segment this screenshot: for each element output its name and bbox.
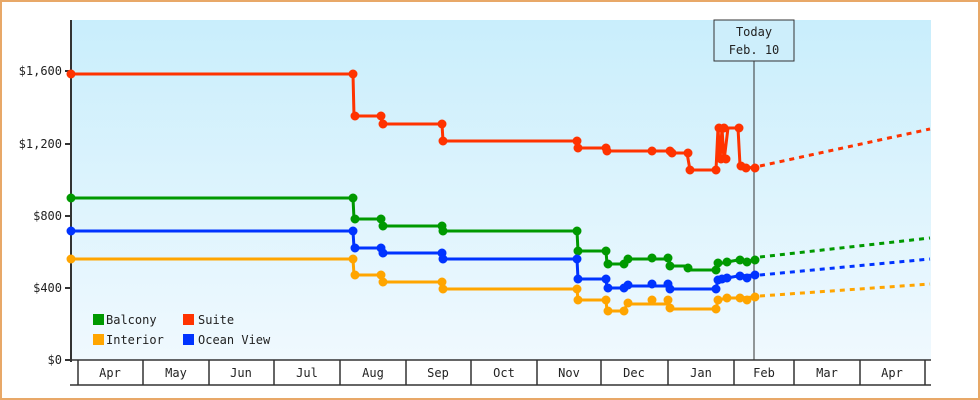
interior-swatch xyxy=(93,334,104,345)
series-ocean-view xyxy=(66,226,760,294)
month-label: Nov xyxy=(558,366,580,380)
today-marker: Today Feb. 10 xyxy=(713,19,795,360)
y-tick-label: $0 xyxy=(48,353,62,367)
interior-forecast-line xyxy=(759,282,931,298)
suite-swatch xyxy=(183,314,194,325)
legend-label: Interior xyxy=(106,333,164,347)
oceanview-forecast-line xyxy=(759,257,931,277)
legend-item-balcony[interactable]: Balcony xyxy=(93,313,157,327)
balcony-forecast-line xyxy=(759,236,931,259)
month-label: Jun xyxy=(230,366,252,380)
month-label: Dec xyxy=(623,366,645,380)
series-suite xyxy=(66,69,760,175)
oceanview-data-points xyxy=(66,226,760,294)
month-label: Jan xyxy=(690,366,712,380)
legend-item-interior[interactable]: Interior xyxy=(93,333,164,347)
forecast-lines xyxy=(759,127,931,298)
balcony-data-points xyxy=(66,193,760,275)
month-label: Apr xyxy=(99,366,121,380)
month-label: Jul xyxy=(296,366,318,380)
month-label: Feb xyxy=(753,366,775,380)
legend-label: Suite xyxy=(198,313,234,327)
month-label: May xyxy=(165,366,187,380)
month-label: Sep xyxy=(427,366,449,380)
legend-label: Balcony xyxy=(106,313,157,327)
y-tick-label: $800 xyxy=(33,209,62,223)
y-tick-label: $400 xyxy=(33,281,62,295)
legend-item-suite[interactable]: Suite xyxy=(183,313,234,327)
suite-forecast-line xyxy=(759,127,931,168)
y-tick-label: $1,600 xyxy=(19,64,62,78)
legend: Balcony Suite Interior Ocean View xyxy=(93,313,271,347)
y-axis: $0 $400 $800 $1,200 $1,600 xyxy=(19,20,72,367)
x-axis xyxy=(70,359,931,386)
today-label: Today xyxy=(736,25,772,39)
interior-data-points xyxy=(66,254,760,316)
oceanview-swatch xyxy=(183,334,194,345)
month-labels: Apr May Jun Jul Aug Sep Oct Nov Dec Jan … xyxy=(99,366,903,380)
legend-label: Ocean View xyxy=(198,333,271,347)
plot-area xyxy=(71,20,931,360)
month-label: Mar xyxy=(816,366,838,380)
month-label: Aug xyxy=(362,366,384,380)
month-label: Apr xyxy=(881,366,903,380)
balcony-swatch xyxy=(93,314,104,325)
series-balcony xyxy=(66,193,760,275)
series-interior xyxy=(66,254,760,316)
month-label: Oct xyxy=(493,366,515,380)
legend-item-ocean-view[interactable]: Ocean View xyxy=(183,333,271,347)
today-date: Feb. 10 xyxy=(729,43,780,57)
suite-data-points xyxy=(66,69,760,175)
y-tick-label: $1,200 xyxy=(19,137,62,151)
